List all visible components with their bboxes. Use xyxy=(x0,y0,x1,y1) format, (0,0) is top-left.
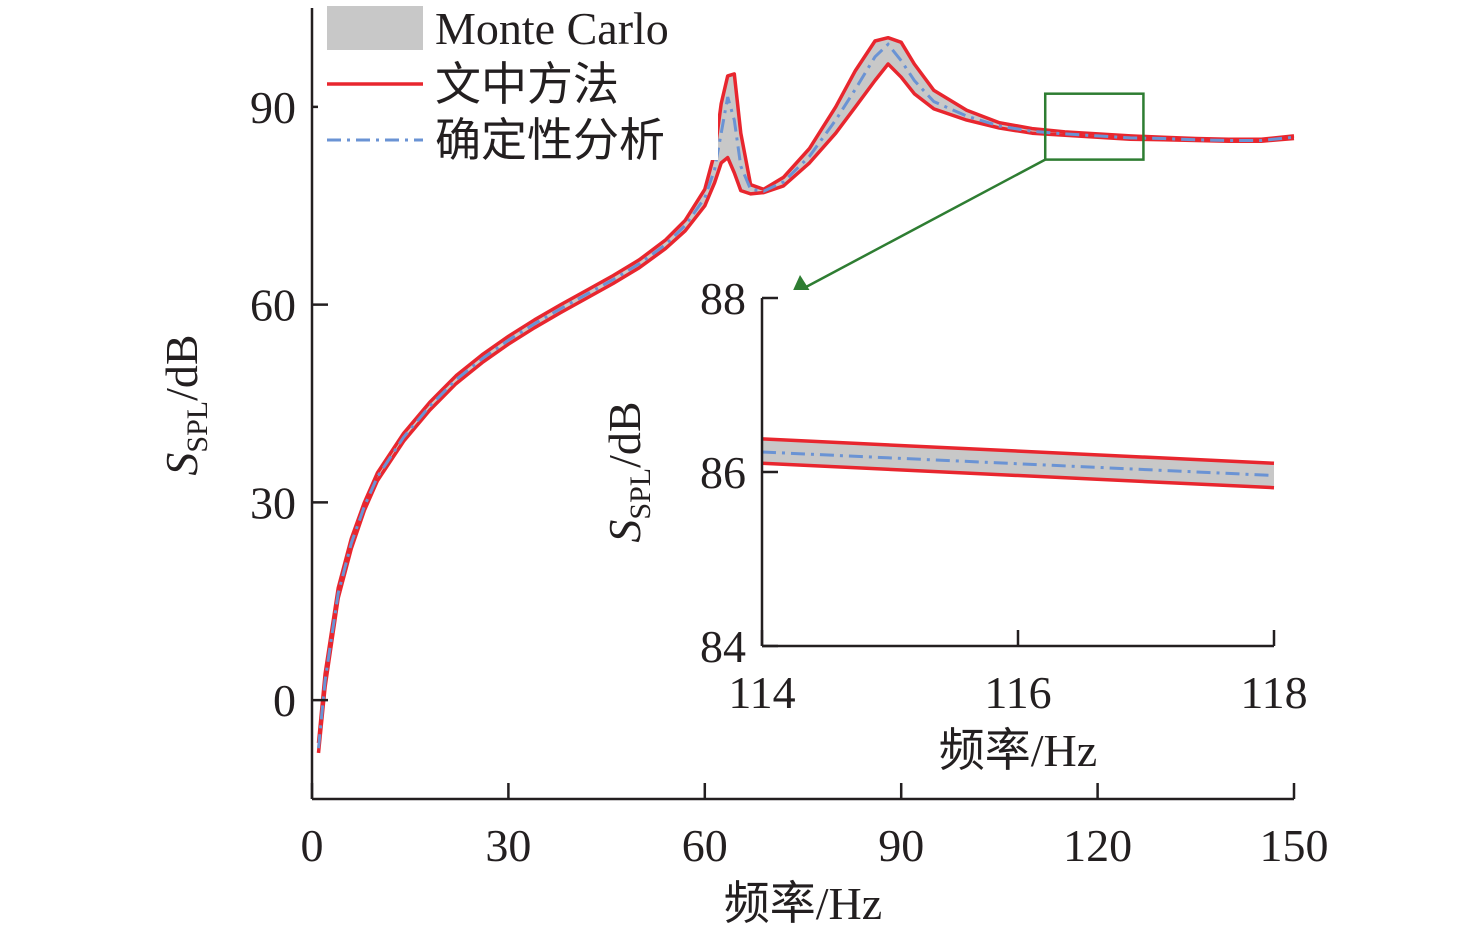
y-tick-label: 0 xyxy=(273,675,296,726)
inset-y-tick-label: 88 xyxy=(700,273,746,324)
legend-label: 确定性分析 xyxy=(435,115,665,166)
inset-x-tick-label: 116 xyxy=(984,667,1051,718)
inset-y-tick-label: 84 xyxy=(700,621,746,672)
legend-label: 文中方法 xyxy=(435,59,619,110)
inset-y-axis-title-symbol: S xyxy=(599,520,650,543)
y-axis-title-symbol: S xyxy=(156,453,207,476)
inset-upper-bound-line xyxy=(761,437,1275,466)
inset-x-tick-label: 114 xyxy=(728,667,795,718)
deterministic-line xyxy=(317,42,1295,749)
x-tick-label: 60 xyxy=(682,820,728,871)
inset-background xyxy=(700,290,1310,770)
y-axis-title-unit: /dB xyxy=(156,334,207,400)
y-tick-label: 60 xyxy=(250,280,296,331)
inset-chart: 114 116 118 84 86 88 频率/Hz SSPL/dB xyxy=(599,273,1310,776)
inset-y-tick-label: 86 xyxy=(700,447,746,498)
x-tick-label: 90 xyxy=(878,820,924,871)
upper-bound-line xyxy=(316,35,1295,744)
x-tick-label: 0 xyxy=(301,820,324,871)
legend-item-mc: Monte Carlo xyxy=(327,3,669,54)
legend-label: Monte Carlo xyxy=(435,3,669,54)
inset-monte-carlo-band xyxy=(762,438,1274,488)
x-tick-label: 30 xyxy=(485,820,531,871)
y-tick-label: 30 xyxy=(250,477,296,528)
legend-item-det: 确定性分析 xyxy=(327,115,665,166)
inset-x-axis-title: 频率/Hz xyxy=(939,725,1097,776)
legend-item-bound: 文中方法 xyxy=(327,59,619,110)
x-tick-label: 120 xyxy=(1063,820,1132,871)
inset-lower-bound-line xyxy=(761,461,1275,490)
zoom-box xyxy=(1043,92,1145,161)
x-axis-title: 频率/Hz xyxy=(724,878,882,929)
lower-bound-line xyxy=(316,62,1295,754)
y-axis-title: SSPL/dB xyxy=(156,334,214,475)
inset-y-axis-title-unit: /dB xyxy=(599,401,650,467)
legend-swatch-monte-carlo xyxy=(327,6,423,50)
y-tick-label: 90 xyxy=(250,82,296,133)
inset-y-axis-title: SSPL/dB xyxy=(599,401,657,542)
y-axis-title-subscript: SPL xyxy=(181,401,214,453)
zoom-arrow-line xyxy=(805,158,1046,289)
x-tick-label: 150 xyxy=(1260,820,1329,871)
inset-x-tick-label: 118 xyxy=(1240,667,1307,718)
inset-y-axis-title-subscript: SPL xyxy=(624,468,657,520)
inset-deterministic-line xyxy=(761,450,1275,477)
